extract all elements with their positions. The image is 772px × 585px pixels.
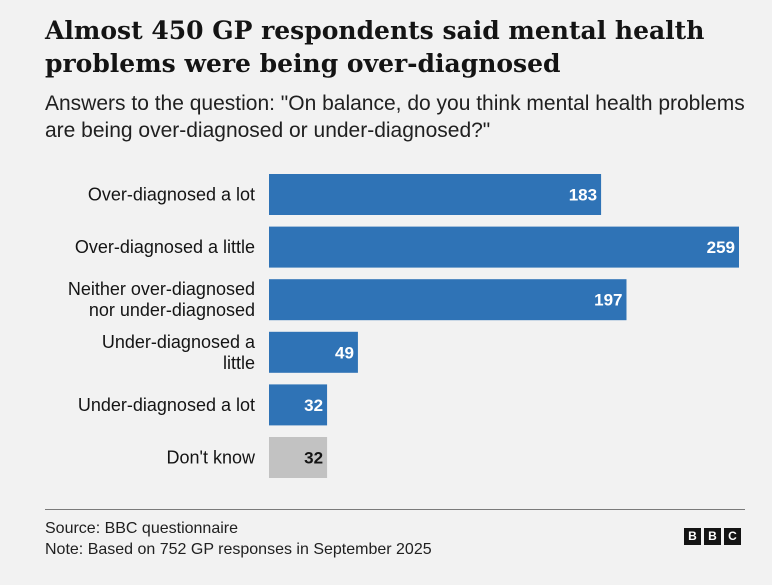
category-label: nor under-diagnosed [89,300,255,320]
bar [269,331,358,373]
bar [269,226,739,268]
note-text: Note: Based on 752 GP responses in Septe… [45,541,432,558]
category-label: Under-diagnosed a lot [78,395,255,415]
bar-chart: 183 Over-diagnosed a lot 259 Over-diagnosed… [68,174,739,478]
source-text: Source: BBC questionnaire [45,520,238,537]
category-label: Under-diagnosed a [102,332,256,352]
logo-letter: C [724,528,741,545]
bar-value-label: 183 [569,186,597,205]
footer-text: Source: BBC questionnaire Note: Based on… [45,518,432,560]
footer-divider [45,509,745,510]
bar [269,437,328,478]
bar [269,384,328,426]
chart-subtitle: Answers to the question: "On balance, do… [45,92,745,142]
bar-value-label: 197 [594,291,622,310]
bbc-logo: B B C [684,528,741,545]
bar-value-label: 32 [304,449,323,468]
bar [269,279,627,321]
chart-title: Almost 450 GP respondents said mental he… [45,16,705,78]
bar-value-label: 32 [304,396,323,415]
bar-value-label: 259 [707,238,735,257]
category-label: Over-diagnosed a little [75,237,255,257]
logo-letter: B [684,528,701,545]
category-label: little [223,353,255,373]
bar-value-label: 49 [335,343,354,362]
logo-letter: B [704,528,721,545]
bar [269,174,602,215]
category-label: Over-diagnosed a lot [88,185,255,205]
category-label: Don't know [167,448,256,468]
category-label: Neither over-diagnosed [68,279,255,299]
